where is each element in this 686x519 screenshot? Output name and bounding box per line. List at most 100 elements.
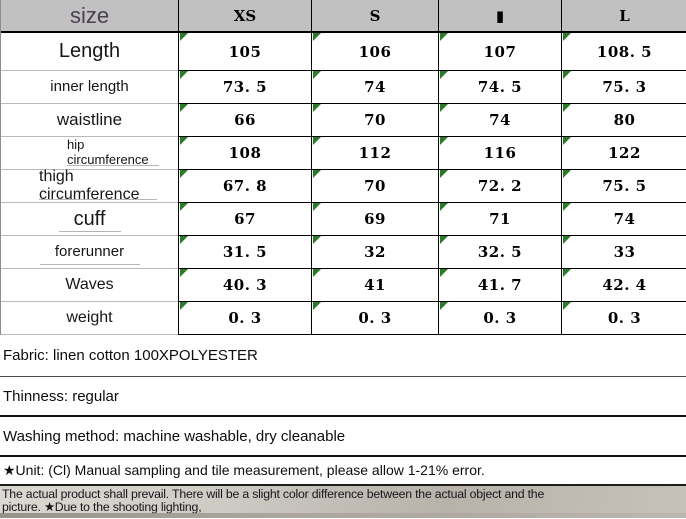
row-label: Length — [58, 40, 121, 63]
green-corner-triangle-icon — [440, 269, 448, 277]
green-corner-triangle-icon — [563, 236, 571, 244]
value-cell: 0. 3 — [178, 302, 311, 335]
row-label-cell: waistline — [1, 104, 178, 137]
value-cell: 70 — [311, 104, 438, 137]
cell-value: 122 — [608, 144, 641, 162]
size-column-header: XS — [178, 0, 311, 33]
green-corner-triangle-icon — [180, 33, 188, 41]
green-corner-triangle-icon — [313, 104, 321, 112]
row-label-cell: thigh circumference — [1, 168, 178, 203]
value-cell: 0. 3 — [438, 302, 561, 335]
value-cell: 73. 5 — [178, 71, 311, 104]
size-column-header: S — [311, 0, 438, 33]
cell-value: 72. 2 — [477, 177, 523, 195]
row-label: hip circumference — [67, 137, 149, 167]
cell-value: 0. 3 — [358, 309, 392, 327]
green-corner-triangle-icon — [313, 269, 321, 277]
cell-value: 0. 3 — [483, 309, 517, 327]
row-label: inner length — [50, 77, 129, 95]
green-corner-triangle-icon — [440, 137, 448, 145]
size-column-header: L — [561, 0, 686, 33]
value-cell: 32 — [311, 236, 438, 269]
row-label: thigh circumference — [39, 168, 140, 203]
green-corner-triangle-icon — [180, 137, 188, 145]
green-corner-triangle-icon — [563, 170, 571, 178]
cell-value: 112 — [358, 144, 392, 162]
green-corner-triangle-icon — [180, 236, 188, 244]
cell-value: 71 — [489, 210, 511, 228]
value-cell: 122 — [561, 137, 686, 170]
value-cell: 74 — [311, 71, 438, 104]
cell-value: 75. 5 — [602, 177, 647, 195]
value-cell: 33 — [561, 236, 686, 269]
cell-value: 74 — [364, 78, 386, 96]
cell-value: 67 — [234, 210, 256, 228]
green-corner-triangle-icon — [180, 302, 188, 310]
value-cell: 0. 3 — [311, 302, 438, 335]
product-info-line: Thinness: regular — [0, 377, 686, 417]
cell-value: 31. 5 — [222, 243, 268, 261]
cell-value: 74 — [613, 210, 636, 228]
green-corner-triangle-icon — [563, 104, 571, 112]
green-corner-triangle-icon — [313, 236, 321, 244]
green-corner-triangle-icon — [313, 137, 321, 145]
value-cell: 67. 8 — [178, 170, 311, 203]
value-cell: 74 — [438, 104, 561, 137]
value-cell: 108. 5 — [561, 33, 686, 71]
value-cell: 41 — [311, 269, 438, 302]
cell-value: 106 — [358, 42, 392, 61]
green-corner-triangle-icon — [563, 137, 571, 145]
cell-value: 41. 7 — [477, 276, 523, 294]
value-cell: 0. 3 — [561, 302, 686, 335]
row-label-cell: hip circumference — [1, 137, 178, 170]
cell-value: 32 — [364, 243, 386, 261]
value-cell: 41. 7 — [438, 269, 561, 302]
value-cell: 80 — [561, 104, 686, 137]
row-label-cell: forerunner — [1, 236, 178, 269]
row-label-cell: inner length — [1, 71, 178, 104]
value-cell: 32. 5 — [438, 236, 561, 269]
value-cell: 75. 3 — [561, 71, 686, 104]
value-cell: 108 — [178, 137, 311, 170]
row-label: waistline — [56, 110, 123, 130]
value-cell: 75. 5 — [561, 170, 686, 203]
cell-value: 108 — [228, 144, 262, 162]
cell-value: 75. 3 — [602, 78, 647, 96]
product-info-line: Fabric: linen cotton 100XPOLYESTER — [0, 335, 686, 377]
green-corner-triangle-icon — [440, 33, 448, 41]
cell-value: 105 — [228, 42, 262, 61]
green-corner-triangle-icon — [180, 269, 188, 277]
cell-value: 80 — [613, 111, 636, 129]
value-cell: 42. 4 — [561, 269, 686, 302]
value-cell: 74 — [561, 203, 686, 236]
green-corner-triangle-icon — [440, 203, 448, 211]
cell-value: 73. 5 — [222, 78, 268, 96]
row-label-cell: Waves — [1, 269, 178, 302]
cell-value: 41 — [364, 276, 386, 294]
value-cell: 72. 2 — [438, 170, 561, 203]
row-label: forerunner — [54, 242, 125, 260]
row-label-cell: weight — [1, 302, 178, 335]
cell-value: 70 — [364, 111, 386, 129]
row-label: cuff — [73, 207, 106, 230]
green-corner-triangle-icon — [440, 302, 448, 310]
size-column-header: ▮ — [438, 0, 561, 33]
green-corner-triangle-icon — [313, 71, 321, 79]
value-cell: 106 — [311, 33, 438, 71]
cell-value: 107 — [483, 42, 517, 61]
value-cell: 31. 5 — [178, 236, 311, 269]
cell-value: 67. 8 — [222, 177, 268, 195]
cell-value: 0. 3 — [228, 309, 262, 327]
row-label-cell: Length — [1, 33, 178, 71]
cell-value: 69 — [364, 210, 386, 228]
size-header-cell: size — [1, 0, 178, 33]
value-cell: 116 — [438, 137, 561, 170]
value-cell: 107 — [438, 33, 561, 71]
green-corner-triangle-icon — [440, 104, 448, 112]
cell-value: 70 — [364, 177, 386, 195]
green-corner-triangle-icon — [313, 170, 321, 178]
footnote-line1: The actual product shall prevail. There … — [2, 487, 545, 501]
green-corner-triangle-icon — [563, 269, 571, 277]
cell-value: 74 — [489, 111, 511, 129]
value-cell: 74. 5 — [438, 71, 561, 104]
